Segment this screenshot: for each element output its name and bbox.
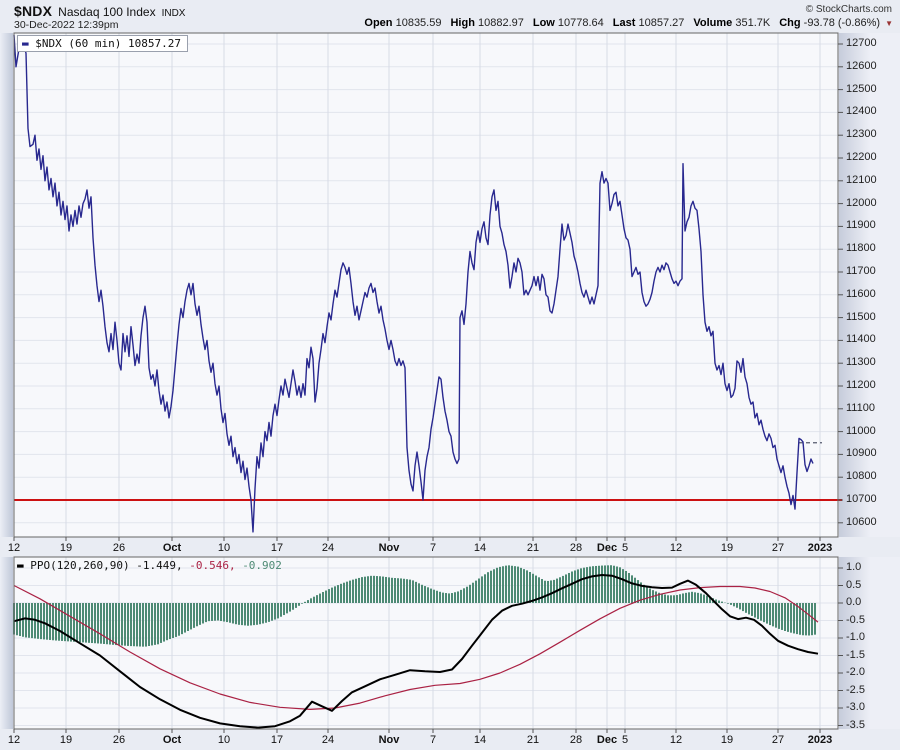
- price-line-swatch: ▬: [22, 37, 29, 50]
- price-axis-label: 10800: [846, 470, 877, 483]
- price-axis-label: 11900: [846, 219, 876, 232]
- date-axis-label: 7: [429, 542, 437, 554]
- date-axis-label: 27: [771, 734, 785, 746]
- date-axis-label: 21: [526, 542, 540, 554]
- date-axis-label: 21: [526, 734, 540, 746]
- quote-high: High 10882.97: [450, 17, 524, 29]
- ppo-axis-label: -2.5: [846, 683, 865, 696]
- date-axis-label: 2023: [807, 734, 833, 746]
- histogram-value: -0.902: [242, 559, 282, 572]
- date-axis-label: 10: [217, 542, 231, 554]
- date-axis-label: 28: [569, 542, 583, 554]
- price-axis-label: 12000: [846, 196, 877, 209]
- ppo-value: -1.449,: [136, 559, 183, 572]
- date-axis-label: 12: [669, 542, 683, 554]
- quote-low: Low 10778.64: [532, 17, 604, 29]
- price-axis-label: 12100: [846, 173, 877, 186]
- ppo-axis-label: 0.5: [846, 578, 862, 591]
- ppo-axis-label: -3.5: [846, 718, 865, 731]
- price-axis-label: 12600: [846, 59, 877, 72]
- date-axis-label: Nov: [378, 734, 400, 746]
- price-axis-label: 12200: [846, 151, 877, 163]
- symbol-name: Nasdaq 100 Index: [58, 5, 156, 19]
- price-axis-label: 12500: [846, 82, 877, 95]
- quote-strip: Open 10835.59 High 10882.97 Low 10778.64 La…: [364, 17, 893, 29]
- date-axis-label: 12: [7, 542, 21, 554]
- date-axis-label: 5: [621, 734, 629, 746]
- ppo-axis-label: -1.5: [846, 648, 865, 661]
- price-axis-label: 12300: [846, 128, 877, 141]
- quote-chg: Chg -93.78 (-0.86%): [779, 17, 881, 29]
- ppo-legend-name: PPO(120,260,90): [30, 559, 130, 572]
- quote-open: Open 10835.59: [364, 17, 442, 29]
- chart-datetime: 30-Dec-2022 12:39pm: [14, 19, 119, 31]
- signal-value: -0.546,: [189, 559, 236, 572]
- ppo-axis-label: -3.0: [846, 701, 865, 713]
- ppo-axis-label: 0.0: [846, 596, 862, 608]
- ppo-axis-label: -1.0: [846, 631, 865, 643]
- date-axis-label: 2023: [807, 542, 833, 554]
- price-axis-label: 11100: [846, 401, 875, 414]
- exchange: INDX: [161, 8, 186, 19]
- price-legend-text: $NDX (60 min) 10857.27: [35, 37, 181, 50]
- date-axis-label: Oct: [162, 734, 182, 746]
- date-axis-label: 24: [321, 542, 335, 554]
- symbol: $NDX: [14, 3, 53, 19]
- chart-title: $NDX Nasdaq 100 Index INDX: [14, 3, 185, 19]
- price-axis-label: 11300: [846, 356, 876, 369]
- price-axis-label: 10900: [846, 447, 877, 460]
- price-axis-label: 11800: [846, 242, 876, 255]
- ppo-axis-label: 1.0: [846, 561, 862, 573]
- date-axis-label: Nov: [378, 542, 400, 554]
- price-axis-label: 11500: [846, 310, 876, 323]
- price-axis-label: 11700: [846, 265, 876, 277]
- date-axis-label: 19: [59, 542, 73, 554]
- date-axis-label: Dec: [596, 734, 618, 746]
- date-axis-label: 7: [429, 734, 437, 746]
- date-axis-label: 27: [771, 542, 785, 554]
- price-axis-label: 10600: [846, 515, 877, 528]
- ppo-axis-label: -2.0: [846, 666, 865, 678]
- price-axis-label: 12700: [846, 37, 877, 49]
- date-axis-label: 17: [270, 734, 284, 746]
- price-axis-label: 10700: [846, 493, 877, 505]
- date-axis-label: 10: [217, 734, 231, 746]
- price-axis-label: 11400: [846, 333, 876, 346]
- date-axis-label: 28: [569, 734, 583, 746]
- quote-volume: Volume 351.7K: [693, 17, 771, 29]
- date-axis-label: 14: [473, 542, 487, 554]
- price-axis-label: 11200: [846, 379, 876, 391]
- ppo-legend: ▬ PPO(120,260,90) -1.449, -0.546, -0.902: [17, 559, 282, 572]
- date-axis-label: 5: [621, 542, 629, 554]
- price-axis-label: 11600: [846, 287, 876, 300]
- price-axis-label: 11000: [846, 424, 876, 437]
- price-legend: ▬ $NDX (60 min) 10857.27: [17, 35, 188, 52]
- copyright: © StockCharts.com: [805, 4, 892, 15]
- quote-last: Last 10857.27: [612, 17, 685, 29]
- date-axis-label: 12: [7, 734, 21, 746]
- date-axis-label: 14: [473, 734, 487, 746]
- date-axis-label: 19: [720, 542, 734, 554]
- date-axis-label: 24: [321, 734, 335, 746]
- date-axis-label: Dec: [596, 542, 618, 554]
- ppo-axis-label: -0.5: [846, 613, 865, 626]
- date-axis-label: 19: [59, 734, 73, 746]
- date-axis-label: 12: [669, 734, 683, 746]
- date-axis-label: 17: [270, 542, 284, 554]
- chart-dropdown-icon[interactable]: ▼: [885, 18, 893, 28]
- date-axis-label: 26: [112, 542, 126, 554]
- ppo-line-swatch: ▬: [17, 559, 24, 572]
- date-axis-label: 19: [720, 734, 734, 746]
- date-axis-label: Oct: [162, 542, 182, 554]
- price-axis-label: 12400: [846, 105, 877, 118]
- date-axis-label: 26: [112, 734, 126, 746]
